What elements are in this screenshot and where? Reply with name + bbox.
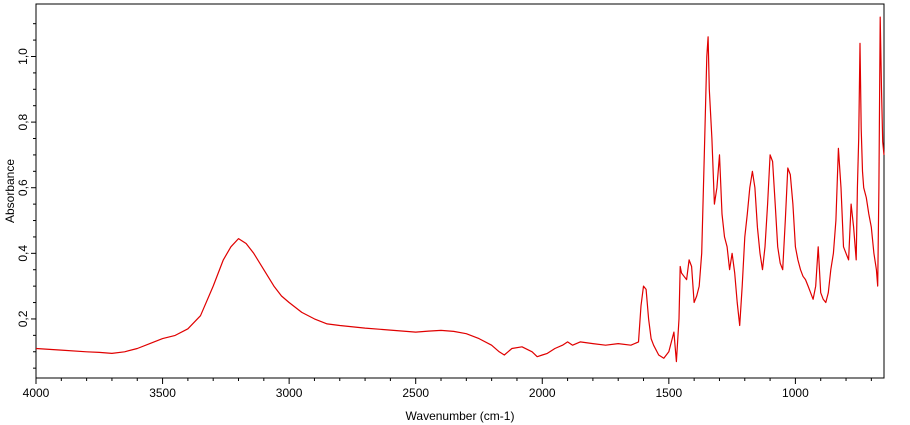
x-tick-label: 1000 <box>782 386 809 400</box>
spectrum-series <box>35 16 885 363</box>
y-axis-title: Absorbance <box>3 159 17 223</box>
y-tick-label: 0,6 <box>16 179 30 196</box>
x-axis: 4000 3500 3000 2500 2000 1500 1000 <box>23 378 872 400</box>
y-tick-label: 0,2 <box>16 310 30 327</box>
x-tick-label: 3500 <box>149 386 176 400</box>
x-tick-label: 1500 <box>655 386 682 400</box>
y-tick-label: 0,8 <box>16 113 30 130</box>
x-tick-label: 4000 <box>23 386 50 400</box>
x-tick-label: 2500 <box>402 386 429 400</box>
y-tick-label: 1,0 <box>16 48 30 65</box>
y-tick-label: 0,4 <box>16 245 30 262</box>
spectrum-line <box>35 16 885 363</box>
plot-area <box>35 3 885 379</box>
x-tick-label: 2000 <box>529 386 556 400</box>
y-axis: 0,2 0,4 0,6 0,8 1,0 <box>16 23 36 369</box>
x-tick-label: 3000 <box>276 386 303 400</box>
x-axis-title: Wavenumber (cm-1) <box>406 409 515 423</box>
